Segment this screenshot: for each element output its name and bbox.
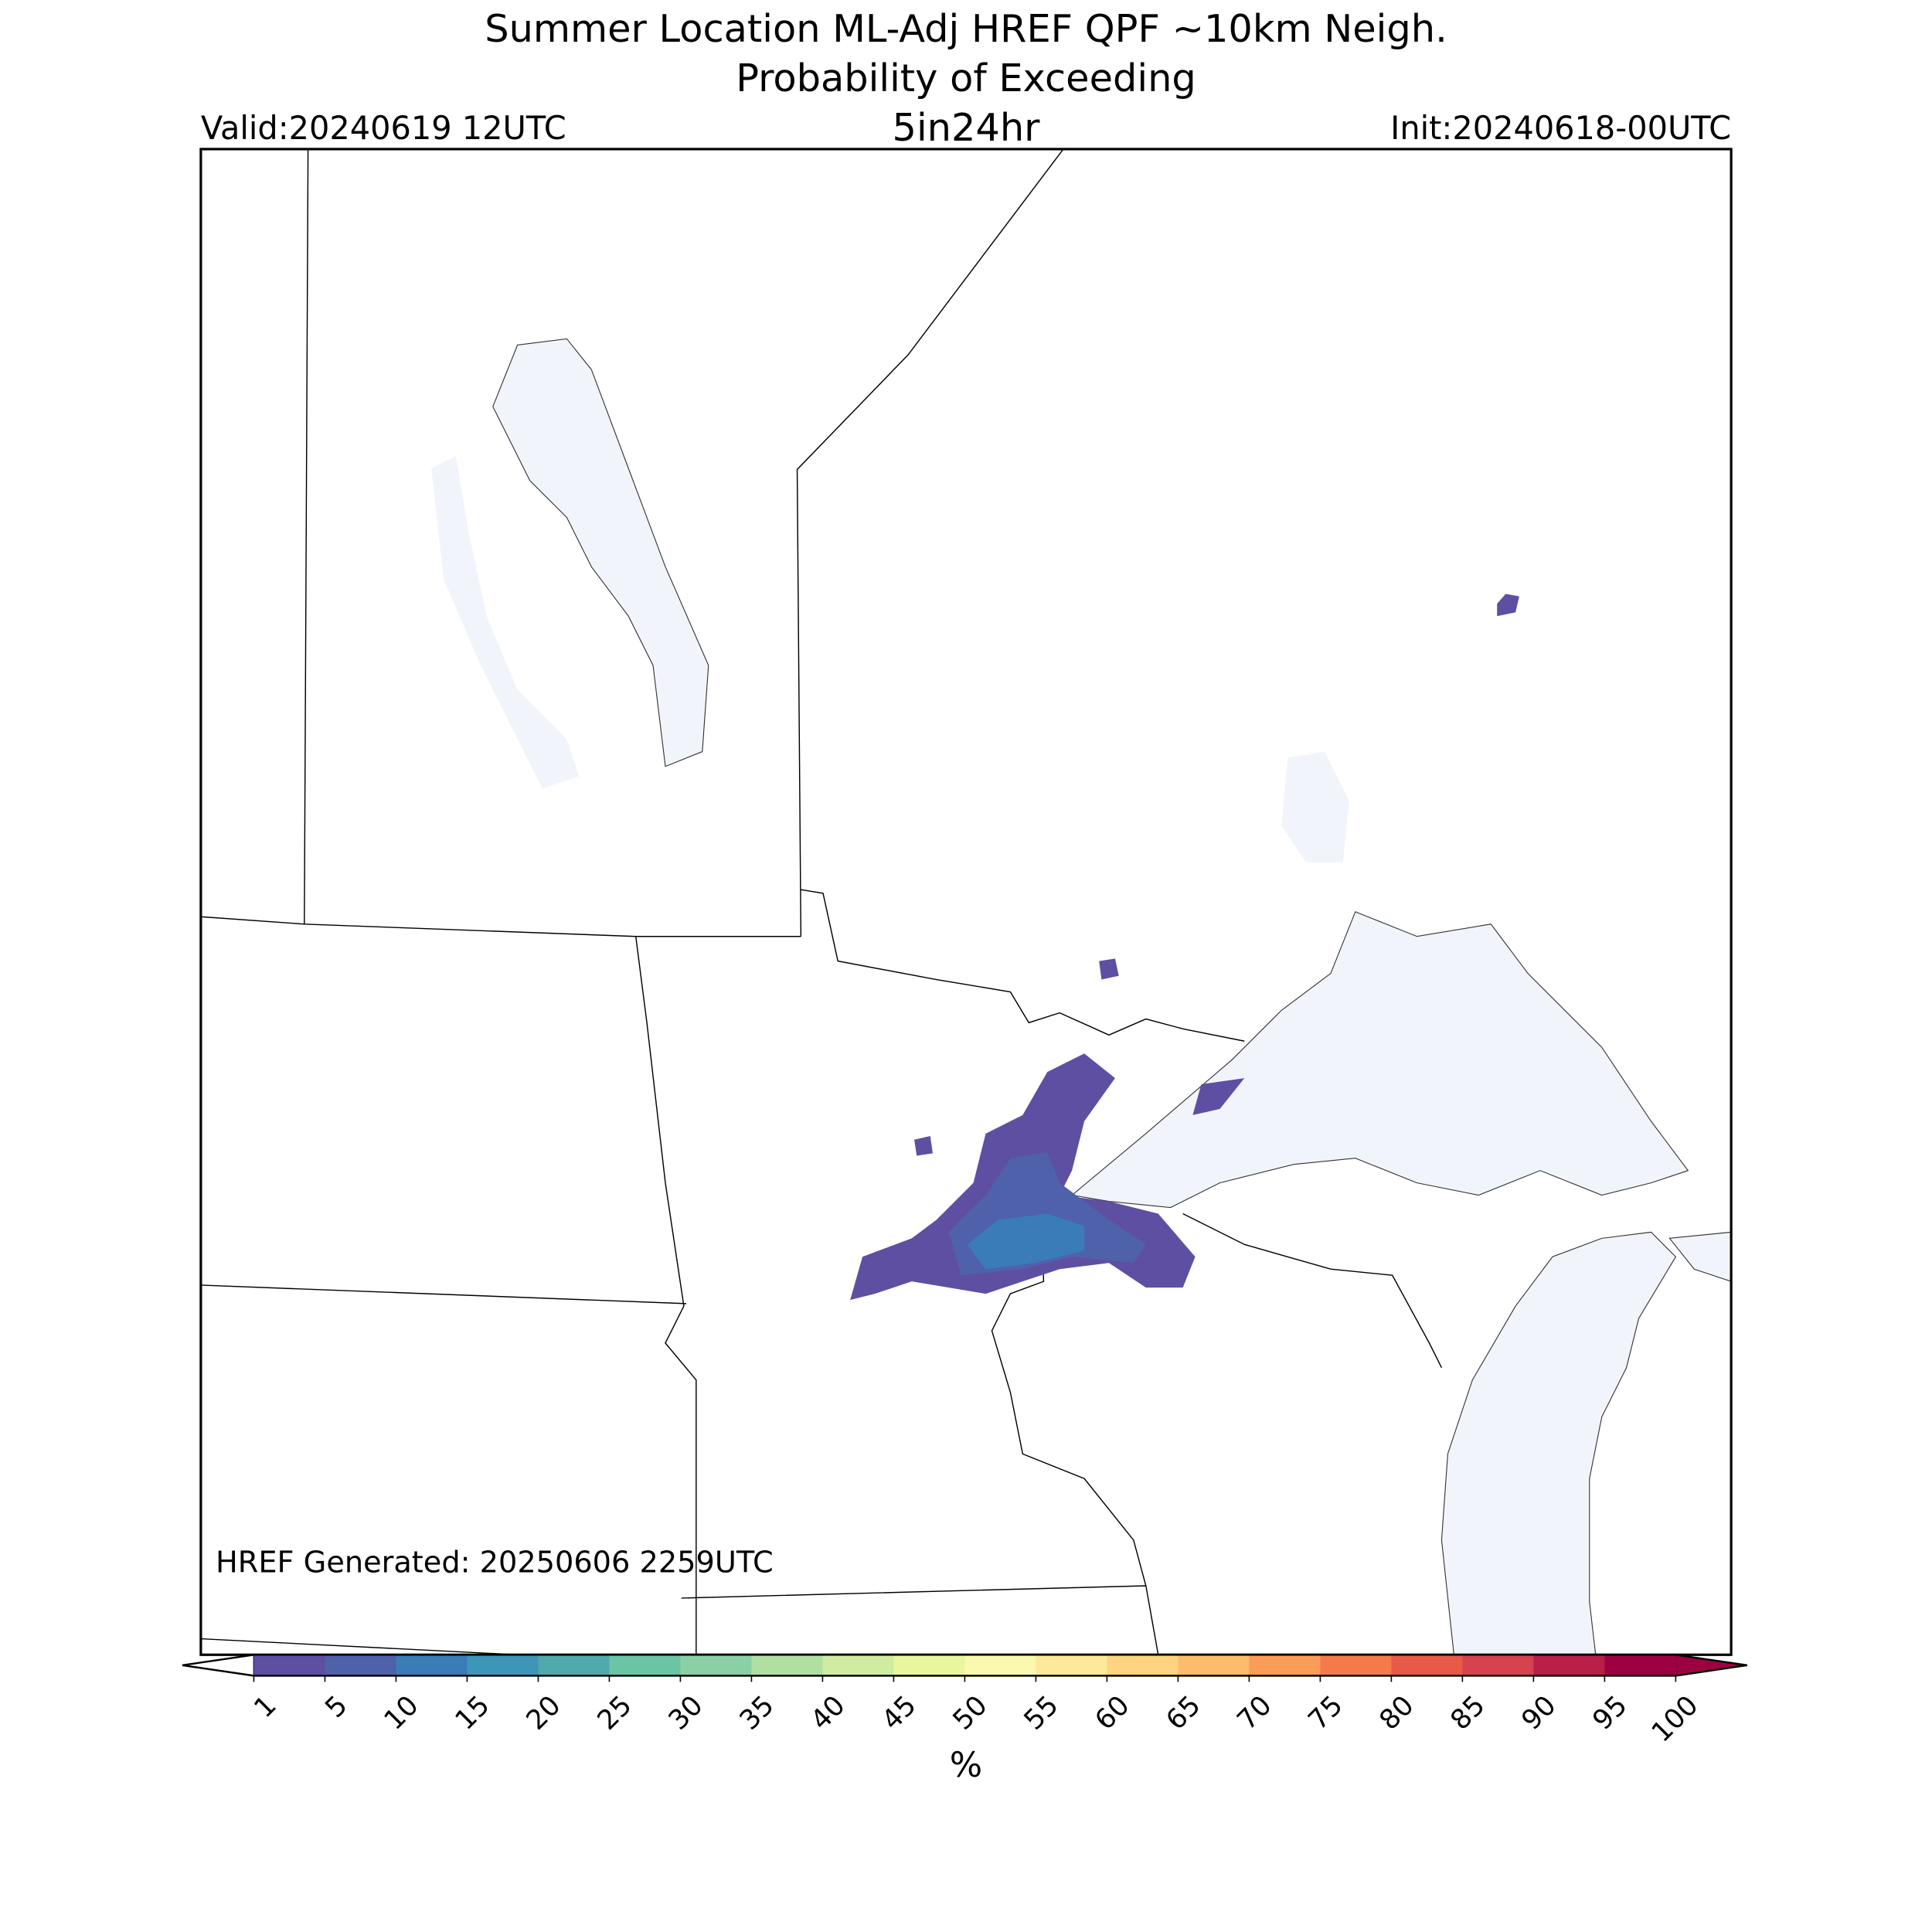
colorbar-tick-label: 20: [520, 1689, 567, 1736]
colorbar-label: %: [950, 1745, 982, 1785]
colorbar-tick-label: 65: [1160, 1689, 1207, 1736]
colorbar-tick-label: 35: [733, 1689, 781, 1736]
init-time: Init:20240618-00UTC: [1390, 110, 1731, 147]
lake-winnipeg: [492, 338, 709, 767]
valid-time: Valid:20240619 12UTC: [201, 110, 566, 147]
colorbar-box: [822, 1655, 895, 1676]
probability-field: [850, 594, 1519, 1301]
colorbar-box: [1391, 1655, 1464, 1676]
colorbar-box: [1178, 1655, 1250, 1676]
lake-superior: [1070, 911, 1689, 1209]
colorbar-tick-label: 40: [804, 1689, 852, 1736]
lake-winnipegosis: [431, 455, 580, 789]
colorbar-under: [182, 1654, 255, 1677]
colorbar-tick-label: 70: [1231, 1689, 1278, 1736]
colorbar-tick-label: 50: [947, 1689, 994, 1736]
subtitle: 5in24hr: [893, 105, 1041, 150]
colorbar-box: [538, 1655, 611, 1676]
title-line-2: Probability of Exceeding: [736, 56, 1196, 100]
colorbar-tick-label: 25: [591, 1689, 638, 1736]
generated-note: HREF Generated: 20250606 2259UTC: [216, 1545, 774, 1580]
title-line-1: Summer Location ML-Adj HREF QPF ~10km Ne…: [485, 6, 1447, 51]
colorbar-box: [1604, 1655, 1677, 1676]
province-border: [200, 148, 1064, 937]
colorbar-tick-label: 1: [248, 1689, 283, 1724]
probability-area: [1192, 1078, 1245, 1115]
colorbar-tick-label: 5: [319, 1689, 354, 1724]
colorbar-tick-label: 85: [1444, 1689, 1492, 1736]
colorbar-box: [964, 1655, 1037, 1676]
colorbar-box: [751, 1655, 824, 1676]
colorbar-box: [1462, 1655, 1535, 1676]
probability-area: [914, 1136, 933, 1156]
lake-nipigon: [1281, 751, 1349, 863]
colorbar-tick-label: 10: [378, 1689, 425, 1736]
colorbar-box: [1533, 1655, 1606, 1676]
colorbar-tick-label: 75: [1302, 1689, 1349, 1736]
colorbar-tick-label: 15: [449, 1689, 496, 1736]
colorbar-tick-label: 60: [1089, 1689, 1136, 1736]
colorbar-box: [1249, 1655, 1321, 1676]
colorbar-over: [1675, 1654, 1747, 1677]
colorbar-box: [253, 1655, 326, 1676]
colorbar-box: [680, 1655, 753, 1676]
colorbar-tick-label: 55: [1018, 1689, 1065, 1736]
us-canada-border: [801, 889, 1245, 1042]
colorbar-box: [325, 1655, 397, 1676]
colorbar-box: [467, 1655, 539, 1676]
colorbar: 1 5 10 15 20 25 30 35 40 45 50 55 60 65 70 75 80 85 90 95 10…: [182, 1654, 1748, 1748]
colorbar-box: [1107, 1655, 1179, 1676]
map: [199, 148, 1733, 1656]
colorbar-tick-label: 30: [662, 1689, 709, 1736]
colorbar-tick-label: 100: [1645, 1689, 1704, 1748]
lake-michigan: [1440, 1231, 1677, 1655]
colorbar-tick-label: 90: [1515, 1689, 1563, 1736]
colorbar-box: [893, 1655, 966, 1676]
colorbar-box: [1320, 1655, 1393, 1676]
colorbar-tick-label: 45: [876, 1689, 923, 1736]
lake-huron: [1668, 1231, 1732, 1282]
state-borders: [200, 936, 1443, 1655]
colorbar-box: [396, 1655, 468, 1676]
colorbar-tick-label: 80: [1373, 1689, 1420, 1736]
colorbar-box: [609, 1655, 682, 1676]
colorbar-tick-label: 95: [1587, 1689, 1634, 1736]
probability-area: [1099, 958, 1119, 980]
colorbar-box: [1036, 1655, 1108, 1676]
probability-area: [967, 1213, 1085, 1270]
probability-area: [1497, 594, 1519, 617]
